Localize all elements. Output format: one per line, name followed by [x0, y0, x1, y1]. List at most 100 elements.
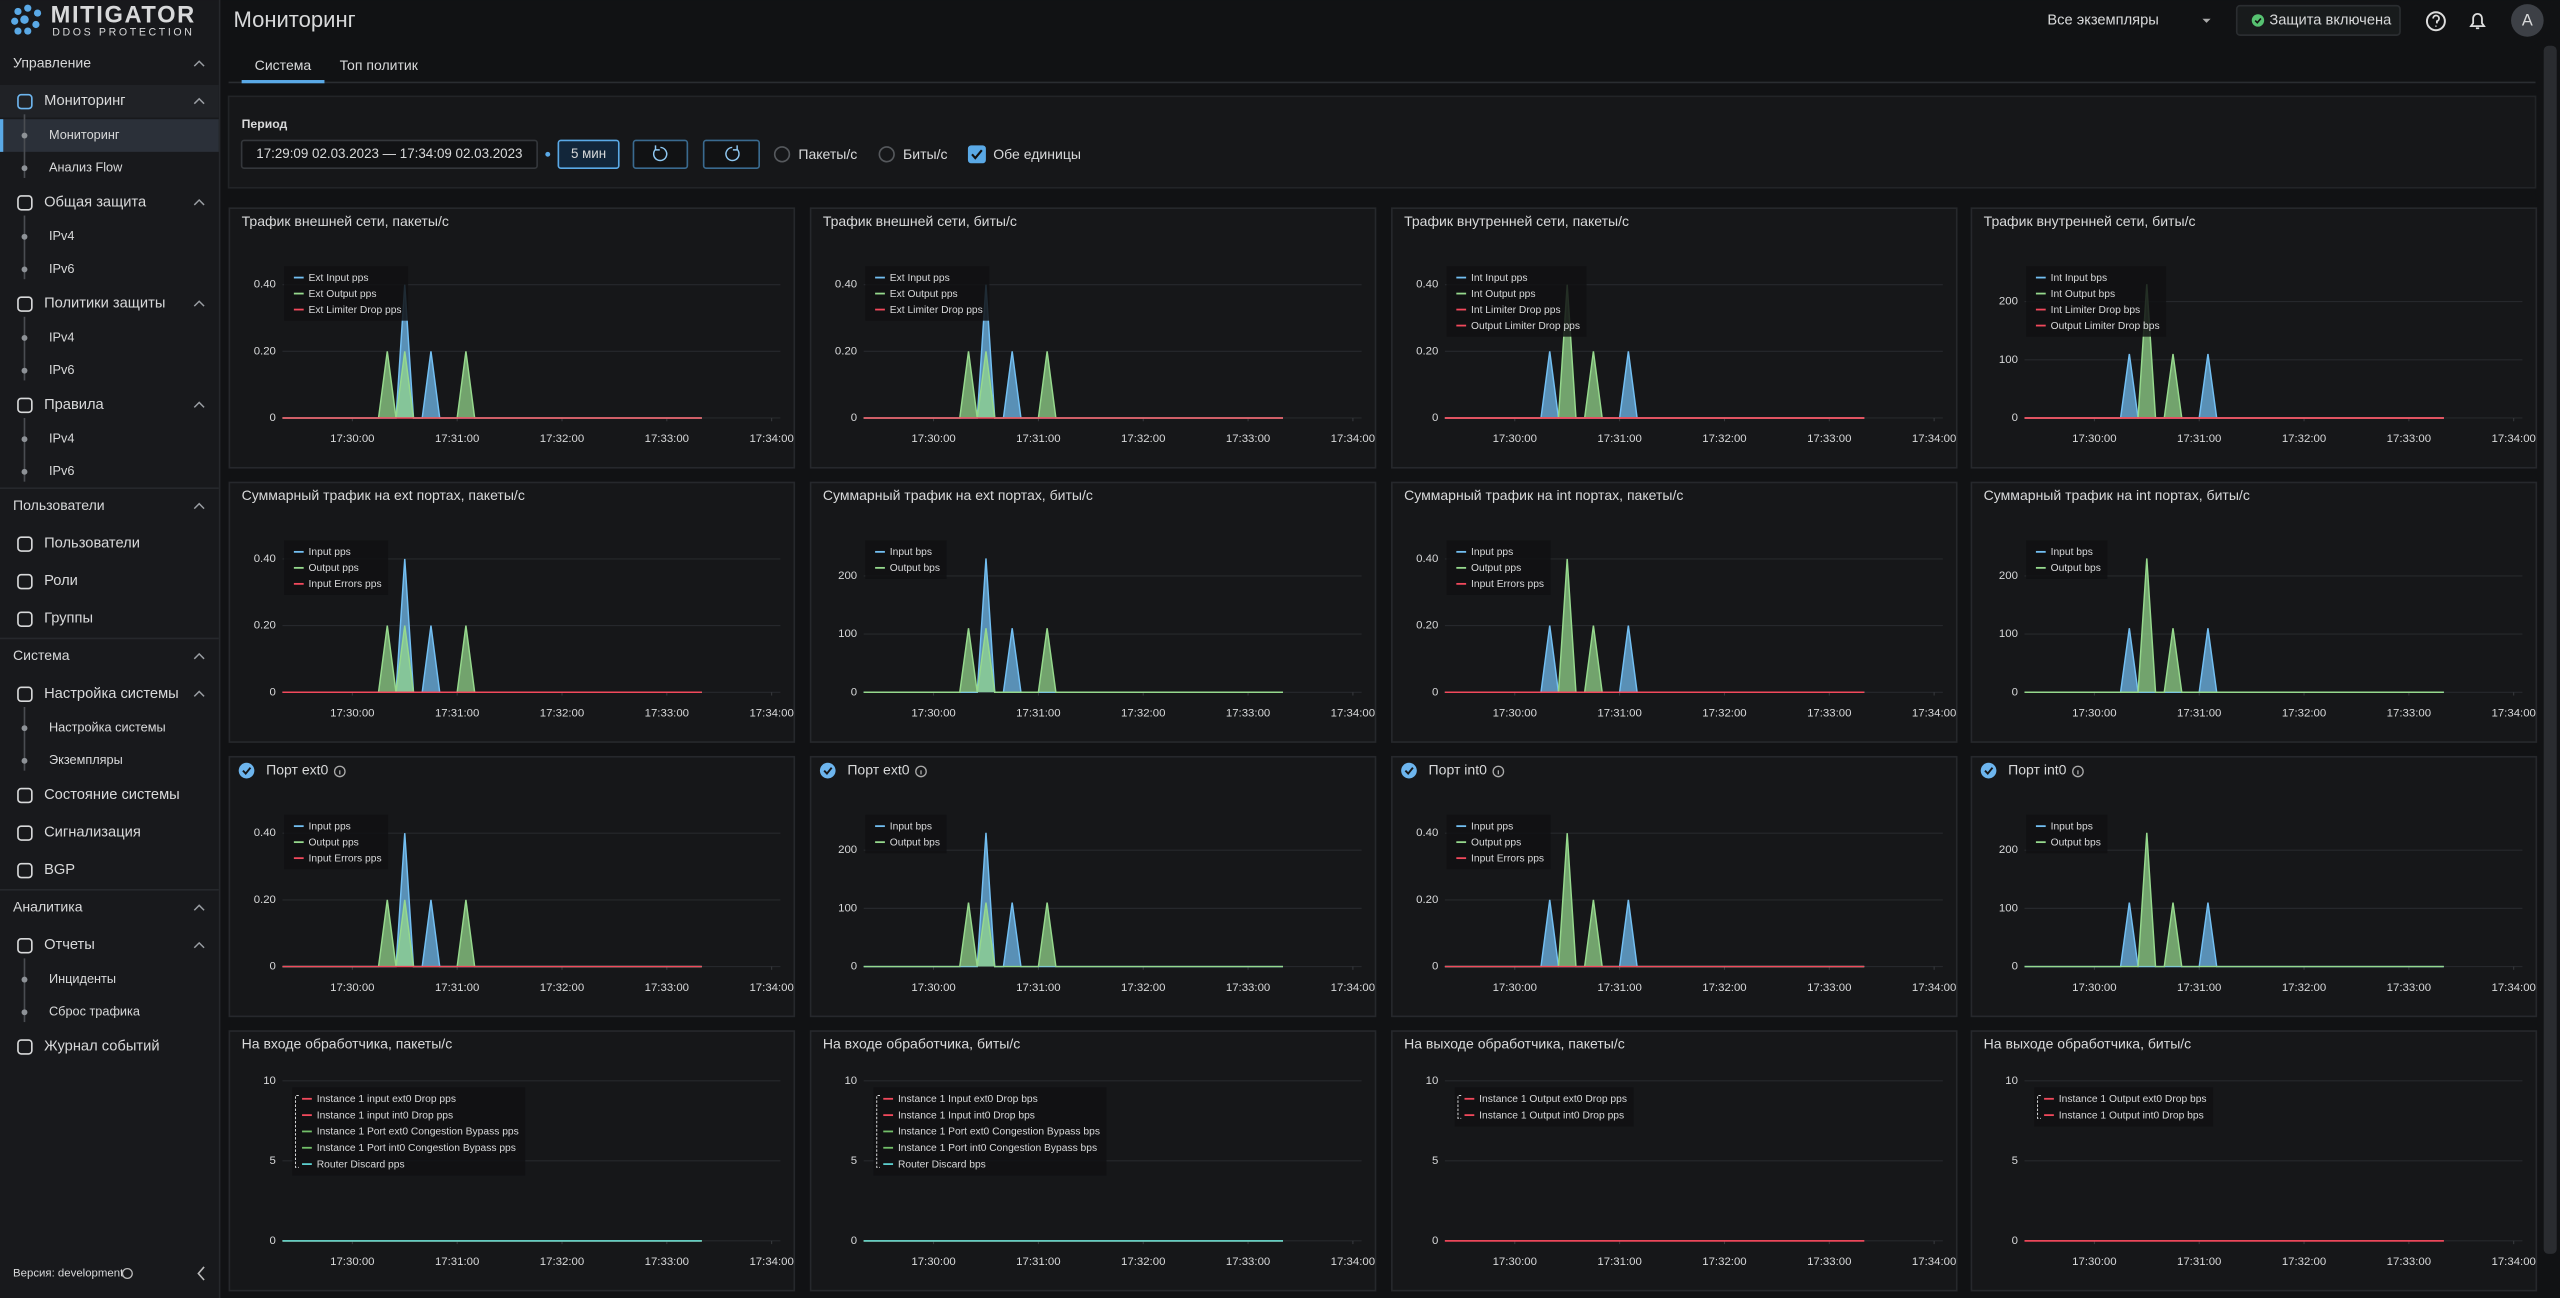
period-range[interactable]: 17:29:09 02.03.2023 — 17:34:09 02.03.202… [256, 146, 522, 161]
legend-label[interactable]: Int Limiter Drop bps [2051, 305, 2141, 316]
legend-label[interactable]: Input pps [1471, 821, 1513, 832]
version-info-icon[interactable] [121, 1267, 133, 1280]
legend-label[interactable]: Int Output bps [2051, 289, 2116, 300]
menu-item[interactable]: Группы [44, 611, 93, 627]
reset-button[interactable] [632, 139, 689, 169]
legend-label[interactable]: Input Errors pps [1471, 853, 1544, 864]
legend-label[interactable]: Output pps [1471, 563, 1521, 574]
chevron[interactable] [193, 300, 205, 307]
chevron[interactable] [193, 401, 205, 408]
radio[interactable] [878, 146, 895, 163]
legend-label[interactable]: Output bps [890, 563, 940, 574]
menu-item[interactable]: Роли [44, 573, 78, 589]
menu-item[interactable]: Политики защиты [44, 296, 165, 312]
legend-label[interactable]: Ext Output pps [890, 289, 958, 300]
unit-label[interactable]: Биты/с [903, 146, 947, 162]
legend-label[interactable]: Int Input pps [1471, 273, 1528, 284]
chevron[interactable] [193, 502, 205, 510]
panel-info-icon[interactable] [915, 765, 927, 778]
section-title[interactable]: Управление [13, 54, 91, 70]
legend-label[interactable]: Input Errors pps [309, 853, 382, 864]
notifications-icon[interactable] [2469, 13, 2486, 30]
menu-item[interactable]: Пользователи [44, 536, 140, 552]
legend-label[interactable]: Input bps [890, 547, 932, 558]
refresh-button[interactable] [702, 139, 760, 169]
legend-label[interactable]: Instance 1 Port int0 Congestion Bypass p… [317, 1143, 516, 1154]
dropdown-arrow[interactable] [2202, 18, 2211, 23]
menu-item[interactable]: Настройка системы [44, 686, 179, 702]
chevron[interactable] [193, 652, 205, 660]
legend-label[interactable]: Output Limiter Drop bps [2051, 321, 2160, 332]
submenu-item[interactable]: Настройка системы [49, 720, 166, 735]
protection-button[interactable] [2235, 4, 2401, 36]
legend-label[interactable]: Output pps [309, 837, 359, 848]
legend-label[interactable]: Output pps [309, 563, 359, 574]
legend-label[interactable]: Ext Input pps [309, 273, 369, 284]
avatar-letter[interactable]: A [2522, 12, 2533, 30]
legend-label[interactable]: Output bps [2051, 837, 2101, 848]
menu-item[interactable]: Мониторинг [44, 93, 125, 109]
chevron[interactable] [193, 198, 205, 206]
unit-label[interactable]: Обе единицы [993, 146, 1081, 162]
submenu-item[interactable]: Экземпляры [49, 752, 123, 767]
radio[interactable] [773, 146, 791, 163]
legend-label[interactable]: Instance 1 input int0 Drop pps [317, 1110, 453, 1121]
menu-item[interactable]: Сигнализация [44, 825, 141, 841]
preset-button[interactable] [557, 139, 620, 169]
tab[interactable]: Топ политик [340, 57, 419, 73]
legend-label[interactable]: Output pps [1471, 837, 1521, 848]
unit-label[interactable]: Пакеты/с [798, 146, 857, 162]
legend-label[interactable]: Input bps [2051, 821, 2093, 832]
submenu-item[interactable]: IPv6 [49, 362, 74, 377]
legend-label[interactable]: Int Input bps [2051, 273, 2108, 284]
legend-label[interactable]: Instance 1 Input int0 Drop bps [898, 1110, 1035, 1121]
panel-check-icon[interactable] [1980, 762, 1997, 779]
legend-label[interactable]: Router Discard pps [317, 1159, 405, 1170]
panel-info-icon[interactable] [1492, 765, 1505, 778]
panel-info-icon[interactable] [2072, 765, 2084, 778]
submenu-item[interactable]: Мониторинг [49, 127, 120, 142]
legend-label[interactable]: Instance 1 Port ext0 Congestion Bypass p… [317, 1127, 519, 1138]
submenu-item[interactable]: IPv4 [49, 431, 74, 446]
submenu-item[interactable]: Сброс трафика [49, 1004, 141, 1019]
legend-label[interactable]: Input Errors pps [1471, 579, 1544, 590]
panel-check-icon[interactable] [238, 762, 255, 779]
legend-label[interactable]: Ext Input pps [890, 273, 950, 284]
help-icon[interactable] [2425, 11, 2446, 32]
menu-item[interactable]: Правила [44, 397, 104, 413]
submenu-item[interactable]: Инциденты [49, 971, 116, 986]
collapse-button[interactable] [197, 1266, 205, 1281]
legend-label[interactable]: Input bps [2051, 547, 2093, 558]
submenu-item[interactable]: IPv6 [49, 261, 74, 276]
legend-label[interactable]: Output bps [890, 837, 940, 848]
tab[interactable]: Система [255, 57, 312, 73]
period-input[interactable] [240, 139, 538, 169]
scrollbar[interactable] [2543, 45, 2557, 1254]
legend-label[interactable]: Instance 1 Output ext0 Drop pps [1479, 1094, 1627, 1105]
chevron[interactable] [193, 97, 205, 105]
submenu-item[interactable]: IPv6 [49, 463, 74, 478]
legend-label[interactable]: Ext Output pps [309, 289, 377, 300]
menu-item[interactable]: Состояние системы [44, 787, 180, 803]
legend-label[interactable]: Router Discard bps [898, 1159, 986, 1170]
protection-label[interactable]: Защита включена [2269, 12, 2392, 28]
chevron[interactable] [193, 60, 205, 67]
checkbox[interactable] [967, 145, 986, 164]
instances-select[interactable]: Все экземпляры [2047, 12, 2159, 28]
menu-item[interactable]: Отчеты [44, 937, 95, 953]
legend-label[interactable]: Instance 1 Input ext0 Drop bps [898, 1094, 1038, 1105]
legend-label[interactable]: Int Output pps [1471, 289, 1536, 300]
chevron[interactable] [193, 690, 205, 697]
legend-label[interactable]: Input Errors pps [309, 579, 382, 590]
legend-label[interactable]: Instance 1 Output int0 Drop bps [2059, 1110, 2204, 1121]
legend-label[interactable]: Input bps [890, 821, 932, 832]
legend-label[interactable]: Instance 1 input ext0 Drop pps [317, 1094, 456, 1105]
legend-label[interactable]: Instance 1 Port int0 Congestion Bypass b… [898, 1143, 1097, 1154]
legend-label[interactable]: Instance 1 Output ext0 Drop bps [2059, 1094, 2207, 1105]
section-title[interactable]: Аналитика [13, 898, 83, 914]
legend-label[interactable]: Ext Limiter Drop pps [890, 305, 983, 316]
panel-check-icon[interactable] [1401, 762, 1417, 779]
chevron[interactable] [193, 941, 205, 949]
submenu-item[interactable]: IPv4 [49, 228, 74, 243]
submenu-item[interactable]: IPv4 [49, 329, 74, 344]
